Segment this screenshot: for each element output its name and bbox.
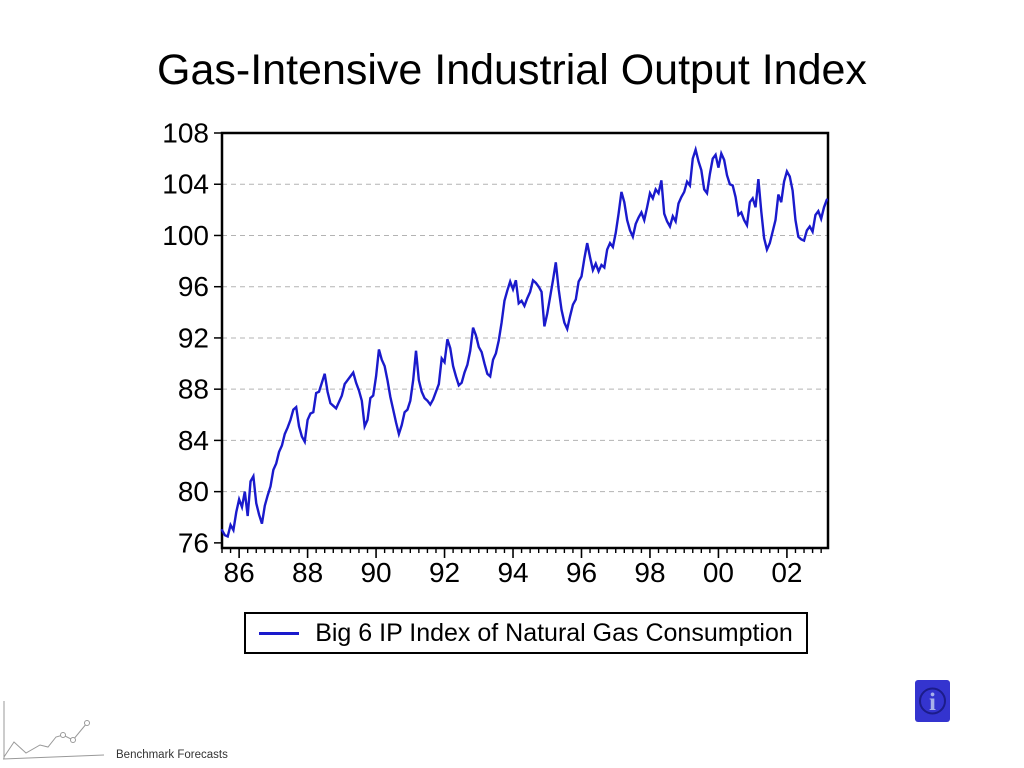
- x-tick-label: 96: [566, 557, 597, 588]
- y-tick-label: 108: [162, 118, 209, 149]
- brand-footer: Benchmark Forecasts: [0, 693, 260, 768]
- x-tick-label: 94: [497, 557, 528, 588]
- info-glyph: i: [929, 689, 936, 716]
- legend-series-label: Big 6 IP Index of Natural Gas Consumptio…: [315, 618, 793, 647]
- x-tick-label: 88: [292, 557, 323, 588]
- y-tick-label: 84: [178, 425, 209, 456]
- page-title: Gas-Intensive Industrial Output Index: [157, 46, 867, 94]
- y-tick-label: 104: [162, 169, 209, 200]
- legend-line-swatch: [259, 631, 300, 635]
- x-tick-label: 92: [429, 557, 460, 588]
- brand-logo-chart-icon: [2, 701, 105, 760]
- x-tick-label: 02: [771, 557, 802, 588]
- y-tick-label: 88: [178, 374, 209, 405]
- x-tick-label: 00: [703, 557, 734, 588]
- chart-legend: Big 6 IP Index of Natural Gas Consumptio…: [244, 612, 808, 654]
- x-tick-label: 90: [360, 557, 391, 588]
- y-tick-label: 96: [178, 271, 209, 302]
- info-button[interactable]: i: [915, 680, 950, 722]
- x-tick-label: 98: [634, 557, 665, 588]
- y-tick-label: 100: [162, 220, 209, 251]
- x-tick-label: 86: [224, 557, 255, 588]
- y-tick-label: 92: [178, 322, 209, 353]
- series-line: [220, 145, 829, 539]
- plot-frame: [220, 131, 830, 550]
- y-tick-label: 80: [178, 476, 209, 507]
- y-tick-label: 76: [178, 527, 209, 558]
- info-icon: i: [915, 680, 950, 722]
- brand-name-label: Benchmark Forecasts: [116, 749, 228, 761]
